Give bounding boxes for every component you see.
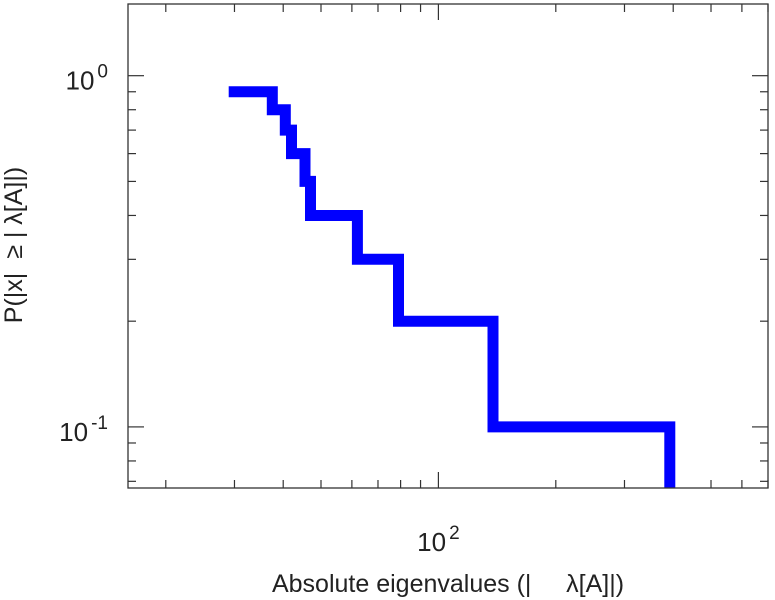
x-axis-label: Absolute eigenvalues (| λ[A]|) xyxy=(272,570,624,598)
ccdf-step-line xyxy=(228,86,676,488)
y-tick-label: 10 0 xyxy=(66,62,109,96)
x-tick-label: 10 2 xyxy=(417,523,460,557)
y-axis-label: P(|x| ≥ | λ[A]|) xyxy=(0,167,28,323)
y-tick-label: 10 -1 xyxy=(59,413,108,447)
plot-frame xyxy=(127,3,769,489)
x-tick-labels: 10 2 xyxy=(417,523,460,557)
axis-ticks xyxy=(128,4,769,488)
